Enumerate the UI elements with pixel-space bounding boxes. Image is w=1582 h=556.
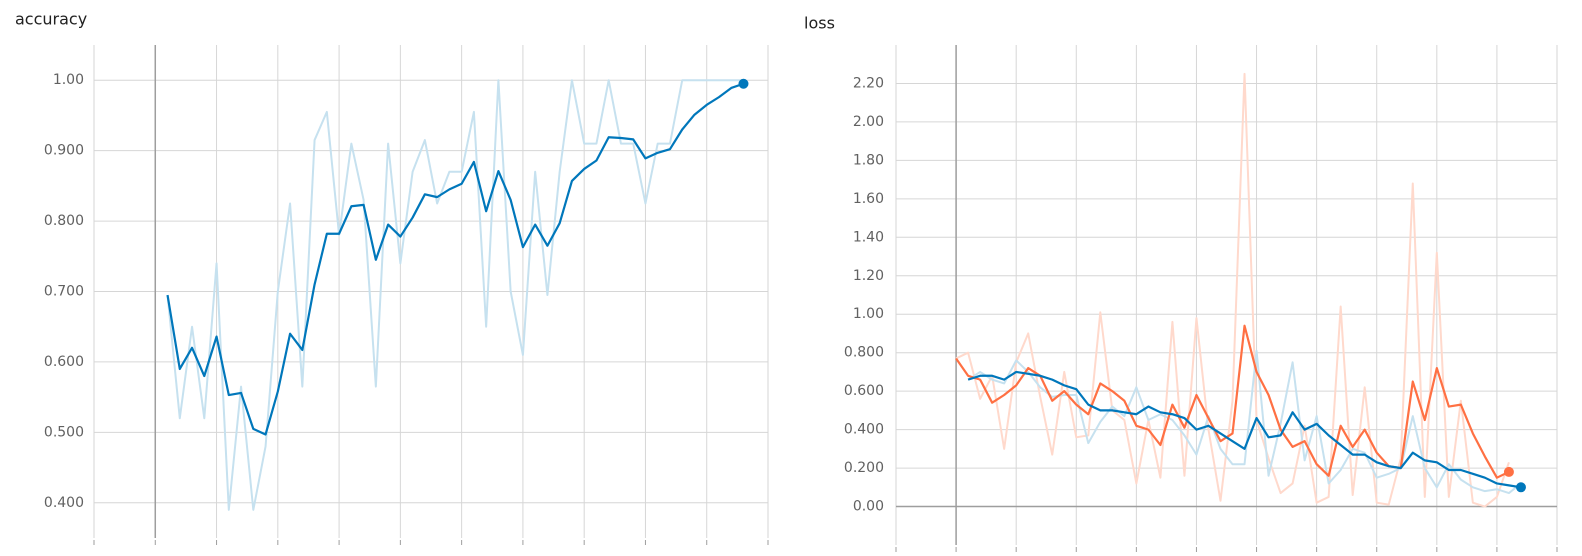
series-line <box>166 79 744 511</box>
series-line <box>166 82 744 436</box>
y-tick-label: 0.700 <box>44 284 84 300</box>
y-tick-label: 0.00 <box>853 499 884 515</box>
series-line <box>967 370 1522 489</box>
y-tick-label: 0.500 <box>44 424 84 440</box>
y-tick-label: 1.00 <box>853 306 884 322</box>
series-line <box>955 72 1510 508</box>
y-tick-label: 1.40 <box>853 229 884 245</box>
end-marker <box>1515 482 1526 493</box>
y-tick-label: 0.400 <box>844 422 884 438</box>
y-tick-label: 0.600 <box>844 383 884 399</box>
y-tick-label: 1.80 <box>853 152 884 168</box>
y-tick-label: 1.20 <box>853 268 884 284</box>
y-tick-label: 0.200 <box>844 460 884 476</box>
y-tick-label: 1.60 <box>853 191 884 207</box>
chart-title: loss <box>804 14 835 33</box>
y-tick-label: 0.400 <box>44 495 84 511</box>
y-tick-label: 2.20 <box>853 75 884 91</box>
y-tick-label: 2.00 <box>853 114 884 130</box>
y-tick-label: 0.900 <box>44 143 84 159</box>
y-tick-label: 1.00 <box>53 72 84 88</box>
end-marker <box>738 78 749 89</box>
y-tick-label: 0.600 <box>44 354 84 370</box>
chart-title: accuracy <box>15 10 87 29</box>
y-tick-label: 0.800 <box>844 345 884 361</box>
series-line <box>955 324 1510 479</box>
end-marker <box>1503 466 1514 477</box>
y-tick-label: 0.800 <box>44 213 84 229</box>
